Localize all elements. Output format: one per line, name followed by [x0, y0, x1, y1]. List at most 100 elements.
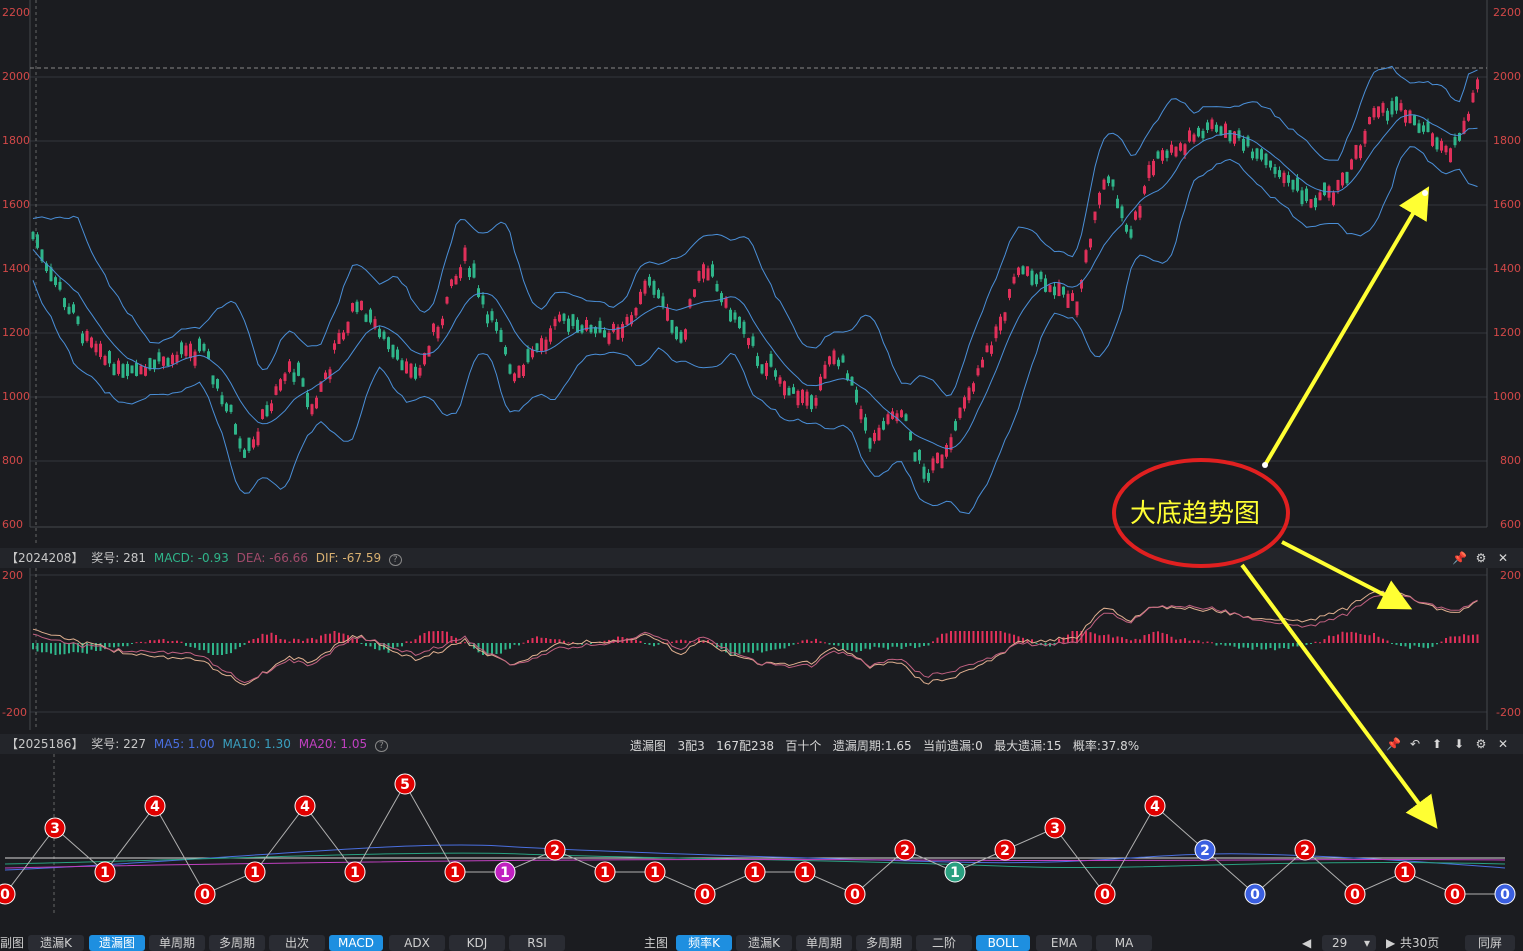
sub-chart-tab[interactable]: 遗漏图 — [89, 935, 145, 951]
macd-chart[interactable] — [0, 568, 1523, 730]
macd-bar — [842, 643, 844, 650]
undo-icon[interactable]: ↶ — [1409, 737, 1421, 751]
miss-panel[interactable]: 0 3 1 4 0 1 4 1 5 1 1 2 1 1 0 1 1 0 2 1 2 3 0 4 2 0 2 0 1 0 0 — [0, 754, 1523, 932]
dea-value: DEA: -66.66 — [236, 551, 308, 565]
macd-bar — [1211, 642, 1213, 644]
settings-icon[interactable]: ⚙ — [1475, 551, 1487, 565]
candle — [1161, 148, 1164, 164]
macd-bar — [432, 631, 435, 643]
main-chart-tab[interactable]: 二阶 — [916, 935, 972, 951]
arrow-down-icon[interactable]: ⬇ — [1453, 737, 1465, 751]
candle — [940, 454, 944, 469]
miss-chart[interactable]: 0 3 1 4 0 1 4 1 5 1 1 2 1 1 0 1 1 0 2 1 2 3 0 4 2 0 2 0 1 0 0 — [0, 754, 1523, 932]
macd-bar — [1148, 634, 1150, 643]
macd-bar — [770, 643, 772, 651]
macd-bar — [288, 641, 291, 643]
macd-bar — [536, 636, 538, 643]
macd-bar — [311, 637, 313, 643]
sub-chart-tab[interactable]: MACD — [329, 935, 383, 951]
candle — [90, 336, 93, 349]
settings-icon[interactable]: ⚙ — [1475, 737, 1487, 751]
macd-bar — [1049, 643, 1051, 647]
candle — [756, 352, 759, 369]
macd-bar — [1256, 643, 1258, 647]
y-tick-label: 800 — [1500, 454, 1521, 467]
main-chart-tab[interactable]: 单周期 — [796, 935, 852, 951]
macd-bar — [1044, 643, 1047, 647]
y-tick-label: 1200 — [1493, 326, 1521, 339]
macd-bar — [1166, 634, 1168, 643]
macd-bar — [117, 643, 120, 647]
sub-chart-tab[interactable]: RSI — [509, 935, 565, 951]
candle — [1431, 132, 1434, 148]
candle — [315, 395, 318, 410]
close-icon[interactable]: ✕ — [1497, 737, 1509, 751]
miss-node-value: 4 — [150, 799, 160, 815]
macd-y-top-right: 200 — [1500, 569, 1521, 582]
candle — [837, 357, 840, 370]
macd-bar — [738, 643, 741, 654]
main-chart-tab[interactable]: 多周期 — [856, 935, 912, 951]
candle — [1192, 132, 1196, 144]
candle — [1107, 174, 1110, 187]
sub-chart-tab[interactable]: 遗漏K — [28, 935, 84, 951]
candle — [486, 311, 489, 328]
candle — [675, 326, 678, 341]
macd-bar — [1328, 635, 1330, 643]
candle — [436, 325, 440, 342]
sub-chart-tab[interactable]: KDJ — [449, 935, 505, 951]
sub-chart-tab[interactable]: 多周期 — [209, 935, 265, 951]
macd-bar — [1152, 631, 1155, 643]
close-icon[interactable]: ✕ — [1497, 551, 1509, 565]
candle — [1215, 122, 1218, 134]
boll-lower — [32, 146, 1478, 515]
macd-bar — [1170, 636, 1173, 643]
miss-node: 4 — [1144, 795, 1166, 817]
macd-header-bar: 【2024208】 奖号: 281 MACD: -0.93 DEA: -66.6… — [0, 548, 1523, 568]
main-chart-panel[interactable]: 2200 2000 1800 1600 1400 1200 1000 800 600 2200 2… — [0, 0, 1523, 545]
macd-panel[interactable]: 200 200 -200 -200 — [0, 568, 1523, 730]
pin-icon[interactable]: 📌 — [1386, 737, 1401, 751]
macd-bar — [86, 643, 88, 654]
macd-bar — [1116, 636, 1119, 643]
macd-bar — [1112, 637, 1114, 643]
candlestick-chart[interactable] — [0, 0, 1523, 545]
macd-bar — [131, 643, 133, 644]
macd-bar — [189, 643, 192, 647]
macd-bar — [1418, 643, 1420, 647]
help-icon[interactable]: ? — [388, 554, 402, 566]
macd-bar — [788, 643, 790, 647]
macd-bar — [212, 643, 214, 655]
main-chart-tab[interactable]: 频率K — [676, 935, 732, 951]
sub-chart-tab[interactable]: 出次 — [269, 935, 325, 951]
sub-chart-tab[interactable]: 单周期 — [149, 935, 205, 951]
main-chart-tab[interactable]: BOLL — [976, 935, 1030, 951]
sync-screen-button[interactable]: 同屏 — [1465, 935, 1515, 951]
arrow-up-icon[interactable]: ⬆ — [1431, 737, 1443, 751]
macd-bar — [1458, 636, 1461, 643]
main-chart-tab[interactable]: EMA — [1036, 935, 1092, 951]
sub-chart-tab[interactable]: ADX — [389, 935, 445, 951]
page-select[interactable]: 29 ▾ — [1322, 935, 1376, 951]
candle — [495, 318, 498, 334]
pin-icon[interactable]: 📌 — [1452, 551, 1467, 565]
prev-page-icon[interactable]: ◀ — [1302, 936, 1312, 950]
miss-node: 1 — [644, 861, 666, 883]
macd-bar — [675, 640, 678, 643]
macd-bar — [315, 639, 318, 643]
miss-node: 0 — [694, 883, 716, 905]
candle — [310, 403, 314, 417]
main-chart-tab[interactable]: MA — [1096, 935, 1152, 951]
candle — [1291, 179, 1295, 193]
candle — [1147, 161, 1151, 182]
main-chart-tab[interactable]: 遗漏K — [736, 935, 792, 951]
next-page-icon[interactable]: ▶ — [1386, 936, 1396, 950]
candle — [945, 443, 948, 459]
help-icon[interactable]: ? — [374, 740, 388, 752]
macd-bar — [1301, 643, 1303, 645]
macd-bar — [1463, 634, 1465, 643]
candle — [274, 384, 278, 396]
macd-bar — [657, 643, 660, 645]
candle — [882, 417, 885, 431]
macd-bar — [1472, 634, 1474, 643]
